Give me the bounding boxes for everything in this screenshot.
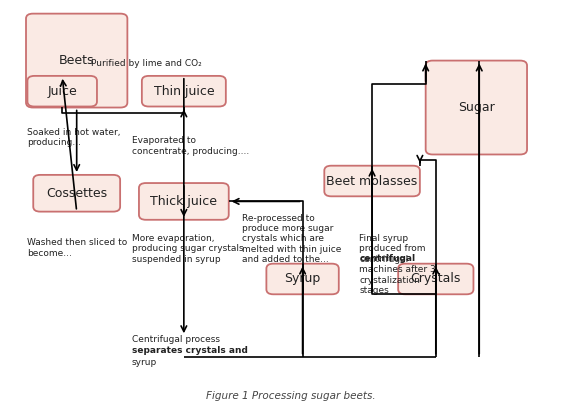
FancyBboxPatch shape [267,264,339,294]
Text: Cossettes: Cossettes [46,187,107,200]
Text: Final syrup
produced from
centrifugal
machines after 3
crystalization
stages: Final syrup produced from centrifugal ma… [359,234,436,295]
Text: Syrup: Syrup [285,272,321,286]
Text: syrup: syrup [132,358,157,367]
FancyBboxPatch shape [425,60,527,155]
Text: Evaporated to
concentrate, producing....: Evaporated to concentrate, producing.... [132,136,249,155]
Text: Juice: Juice [47,85,77,98]
Text: Beets: Beets [59,54,94,67]
Text: Purified by lime and CO₂: Purified by lime and CO₂ [91,58,202,67]
Text: Thick juice: Thick juice [150,195,217,208]
Text: Crystals: Crystals [411,272,461,286]
Text: Soaked in hot water,
producing...: Soaked in hot water, producing... [27,128,121,147]
FancyBboxPatch shape [26,14,127,108]
Text: Thin juice: Thin juice [154,85,214,98]
FancyBboxPatch shape [27,76,97,106]
Text: Sugar: Sugar [458,101,495,114]
Text: More evaporation,
producing sugar crystals
suspended in syrup: More evaporation, producing sugar crysta… [132,234,243,264]
FancyBboxPatch shape [142,76,226,106]
FancyBboxPatch shape [33,175,120,212]
Text: Beet molasses: Beet molasses [327,175,418,187]
Text: Figure 1 Processing sugar beets.: Figure 1 Processing sugar beets. [206,391,376,402]
FancyBboxPatch shape [324,166,420,196]
Text: centrifugal: centrifugal [359,254,416,263]
FancyBboxPatch shape [139,183,229,220]
FancyBboxPatch shape [398,264,473,294]
Text: separates crystals and: separates crystals and [132,346,247,355]
Text: Centrifugal process: Centrifugal process [132,335,220,355]
Text: Re-processed to
produce more sugar
crystals which are
melted with thin juice
and: Re-processed to produce more sugar cryst… [242,214,341,264]
Text: Washed then sliced to
become...: Washed then sliced to become... [27,238,127,258]
